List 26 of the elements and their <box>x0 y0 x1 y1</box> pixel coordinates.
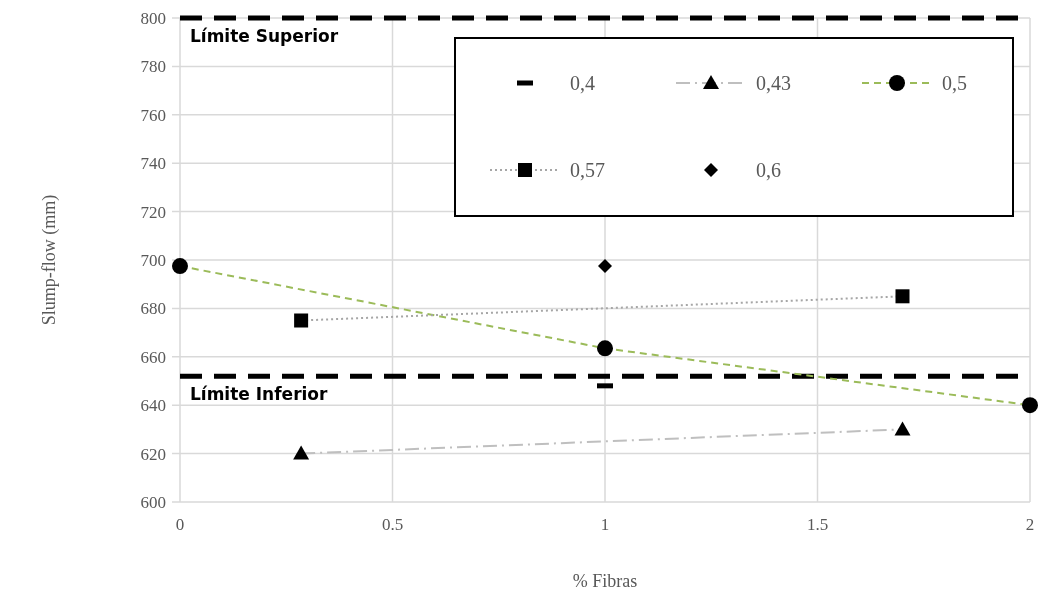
y-axis-title: Slump-flow (mm) <box>39 194 60 326</box>
x-tick-label: 1 <box>600 515 610 534</box>
y-tick-label: 700 <box>140 250 166 270</box>
x-axis-title: % Fibras <box>572 571 638 591</box>
x-tick-label: 0.5 <box>381 515 404 534</box>
ref-line-label: Límite Superior <box>190 26 339 46</box>
y-tick-label: 720 <box>140 202 166 222</box>
legend-label: 0,5 <box>942 72 967 94</box>
point <box>598 259 612 274</box>
y-tick-label: 760 <box>140 105 166 125</box>
y-tick-label: 640 <box>140 396 166 416</box>
y-tick-label: 660 <box>140 347 166 367</box>
legend-label: 0,57 <box>570 159 605 181</box>
legend-label: 0,43 <box>756 72 791 94</box>
y-tick-label: 800 <box>140 8 166 28</box>
y-tick-label: 680 <box>140 299 166 319</box>
y-tick-label: 740 <box>140 154 166 174</box>
x-tick-label: 0 <box>175 515 185 534</box>
ref-line-label: Límite Inferior <box>190 384 329 405</box>
x-tick-label: 2 <box>1025 515 1035 534</box>
legend-label: 0,4 <box>570 72 595 94</box>
y-tick-label: 780 <box>140 57 166 77</box>
x-tick-label: 1.5 <box>806 515 829 534</box>
legend-label: 0,6 <box>756 159 781 181</box>
y-tick-label: 600 <box>140 492 166 512</box>
y-tick-label: 620 <box>140 444 166 464</box>
